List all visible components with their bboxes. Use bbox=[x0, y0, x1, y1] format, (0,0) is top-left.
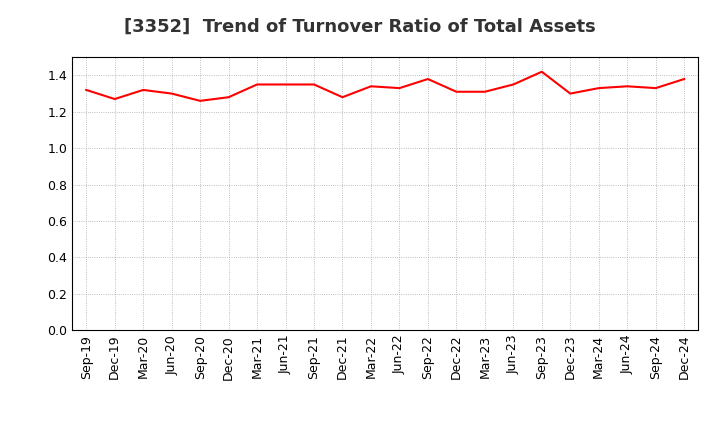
Text: [3352]  Trend of Turnover Ratio of Total Assets: [3352] Trend of Turnover Ratio of Total … bbox=[124, 18, 596, 36]
